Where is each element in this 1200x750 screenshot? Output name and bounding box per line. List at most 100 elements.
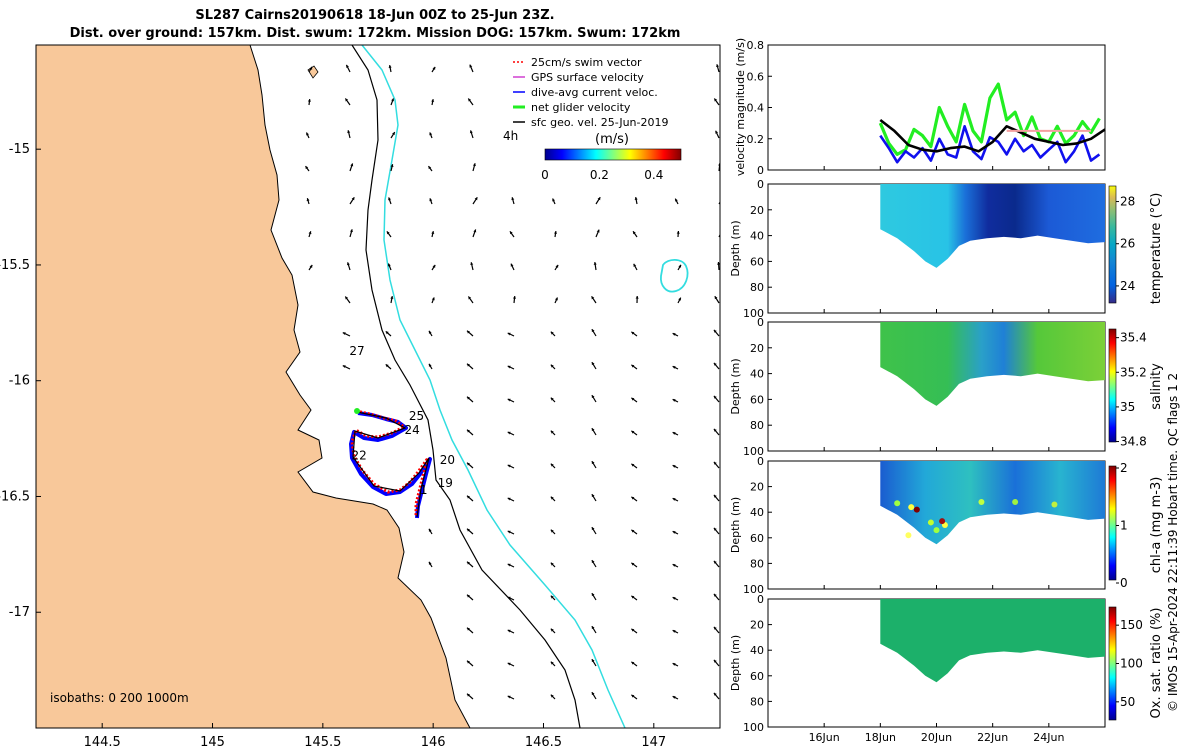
depth-tick-label: 0 xyxy=(757,593,764,606)
depth-tick-label: 100 xyxy=(743,307,764,320)
map-legend: 25cm/s swim vector GPS surface velocity … xyxy=(503,56,682,182)
velocity-arrowhead xyxy=(631,628,635,632)
velocity-arrowhead xyxy=(591,494,595,498)
isobaths-label: isobaths: 0 200 1000m xyxy=(50,691,189,705)
velocity-arrowhead xyxy=(550,562,554,566)
velocity-arrowhead xyxy=(466,594,470,598)
map-y-tick-label: -17 xyxy=(9,605,30,620)
velocity-arrowhead xyxy=(346,262,350,266)
velocity-arrowhead xyxy=(309,264,313,268)
velocity-arrowhead xyxy=(509,231,513,235)
velocity-arrowhead xyxy=(720,197,723,200)
velocity-arrowhead xyxy=(512,296,517,299)
velocity-arrowhead xyxy=(507,629,511,633)
depth-tick-label: 60 xyxy=(750,393,764,406)
velocity-arrowhead xyxy=(591,659,595,663)
imos-timestamp: © IMOS 15-Apr-2024 22:11:39 Hobart time.… xyxy=(1166,372,1180,712)
legend-swim-label: 25cm/s swim vector xyxy=(531,56,642,69)
velocity-arrowhead xyxy=(633,263,637,267)
map-y-tick-label: -16 xyxy=(9,374,30,389)
temperature-panel xyxy=(767,183,1117,314)
velocity-arrowhead xyxy=(428,363,432,367)
velocity-arrowhead xyxy=(672,564,676,567)
velocity-arrowhead xyxy=(466,627,470,631)
velocity-arrowhead xyxy=(350,163,354,167)
velocity-arrowhead xyxy=(511,197,515,201)
velocity-arrowhead xyxy=(678,297,681,301)
sfc-geo-velocity-line xyxy=(879,118,1106,153)
velocity-arrowhead xyxy=(391,98,395,102)
velocity-arrowhead xyxy=(550,331,554,335)
velocity-arrowhead xyxy=(672,696,676,699)
depth-ylabel: Depth (m) xyxy=(729,220,742,276)
chl-highlight-spot xyxy=(1051,501,1058,508)
chl-highlight-spot xyxy=(894,500,901,507)
depth-tick-label: 100 xyxy=(743,583,764,596)
velocity-arrowhead xyxy=(347,130,351,134)
colorbar-label: temperature (°C) xyxy=(1149,193,1164,305)
chl-highlight-spot xyxy=(908,504,915,511)
depth-tick-label: 80 xyxy=(750,419,764,432)
isobath-200m-line xyxy=(351,45,581,728)
time-tick-label: 18Jun xyxy=(865,731,896,744)
day-label: 19 xyxy=(438,476,453,490)
gps-track-line xyxy=(352,411,430,518)
colorbar-label: chl-a (mg m-3) xyxy=(1149,477,1164,574)
velocity-arrowhead xyxy=(713,626,717,630)
dive-avg-velocity-line xyxy=(879,125,1101,164)
time-tick-label: 16Jun xyxy=(809,731,840,744)
velocity-arrowhead xyxy=(466,330,470,334)
depth-tick-label: 20 xyxy=(750,481,764,494)
velocity-arrowhead xyxy=(431,231,435,234)
velocity-arrowhead xyxy=(466,396,470,400)
time-tick-label: 24Jun xyxy=(1033,731,1064,744)
velocity-arrowhead xyxy=(713,593,717,597)
velocity-arrowhead xyxy=(591,692,595,696)
salinity-panel xyxy=(767,321,1117,452)
velocity-y-tick-label: 0 xyxy=(757,164,764,177)
day-label: 20 xyxy=(440,453,455,467)
depth-tick-label: 20 xyxy=(750,204,764,217)
day-label: 1 xyxy=(420,483,428,497)
velocity-arrowhead xyxy=(306,198,310,202)
velocity-arrowhead xyxy=(469,130,473,134)
legend-item-swim: 25cm/s swim vector xyxy=(513,56,642,69)
velocity-arrowhead xyxy=(672,663,676,666)
velocity-arrowhead xyxy=(308,231,312,235)
depth-tick-label: 0 xyxy=(757,178,764,191)
map-x-tick-label: 147 xyxy=(641,735,666,750)
velocity-arrowhead xyxy=(390,164,394,168)
colorbar-tick-label: 100 xyxy=(1120,657,1143,671)
map-colorbar-ticks: 0 0.2 0.4 xyxy=(541,168,663,182)
velocity-arrowhead xyxy=(345,98,349,102)
depth-tick-label: 80 xyxy=(750,557,764,570)
depth-tick-label: 40 xyxy=(750,368,764,381)
velocity-arrowhead xyxy=(591,329,595,333)
velocity-arrowhead xyxy=(713,494,717,498)
velocity-arrowhead xyxy=(678,264,682,268)
chl-highlight-spot xyxy=(913,506,920,513)
velocity-arrowhead xyxy=(713,461,717,465)
map-x-tick-label: 146 xyxy=(421,735,446,750)
legend-interval-label: 4h xyxy=(503,129,518,143)
velocity-arrowhead xyxy=(714,98,718,102)
colorbar-tick-label: 50 xyxy=(1120,695,1135,709)
oxygen-panel xyxy=(767,598,1117,728)
colorbar-tick-label: 2 xyxy=(1120,461,1128,475)
day-label: 25 xyxy=(409,409,424,423)
depth-tick-label: 100 xyxy=(743,445,764,458)
depth-ylabel: Depth (m) xyxy=(729,635,742,691)
velocity-arrowhead xyxy=(472,163,476,167)
velocity-arrowhead xyxy=(550,694,554,698)
map-y-tick-label: -15 xyxy=(9,142,30,157)
velocity-arrowhead xyxy=(713,659,717,663)
velocity-ylabel: velocity magnitude (m/s) xyxy=(734,38,747,176)
colorbar-tick-label: 150 xyxy=(1120,618,1143,632)
velocity-arrowhead xyxy=(591,428,595,432)
velocity-arrowhead xyxy=(631,595,635,599)
colorbar-tick-label: 24 xyxy=(1120,279,1135,293)
velocity-arrowhead xyxy=(507,596,511,600)
glider-track xyxy=(349,408,432,519)
map-x-tick-label: 145.5 xyxy=(304,735,341,750)
